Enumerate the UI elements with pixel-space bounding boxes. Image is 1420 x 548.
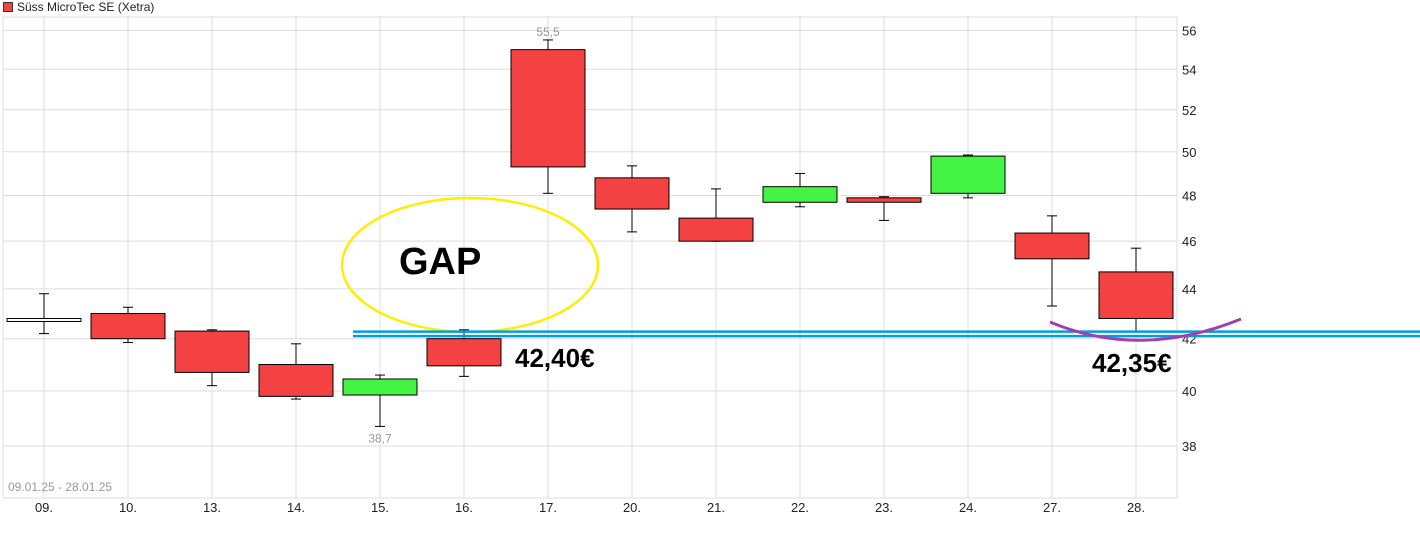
candle-body [1014,232,1090,260]
candle-body [342,378,418,396]
x-tick-label: 27. [1043,500,1061,515]
y-tick-label: 54 [1182,62,1196,77]
x-tick-label: 21. [707,500,725,515]
gap-annotation: GAP [399,241,481,283]
plot-frame [2,16,1178,499]
low-label: 38,7 [368,431,392,445]
candle-body [1098,271,1174,319]
high-label: 55,5 [536,25,560,39]
candle-body [258,364,334,397]
y-tick-label: 48 [1182,189,1196,204]
x-tick-label: 23. [875,500,893,515]
candle-body [90,312,166,340]
y-tick-label: 50 [1182,145,1196,160]
candle-body [930,155,1006,194]
legend: Süss MicroTec SE (Xetra) [3,0,154,14]
y-tick-label: 46 [1182,234,1196,249]
x-tick-label: 15. [371,500,389,515]
x-tick-label: 10. [119,500,137,515]
x-tick-label: 16. [455,500,473,515]
x-tick-label: 17. [539,500,557,515]
candle-body [174,330,250,373]
annotations-front [353,317,1420,342]
legend-swatch [3,2,13,12]
x-tick-label: 20. [623,500,641,515]
x-tick-label: 09. [35,500,53,515]
candle-body [510,49,586,168]
x-tick-label: 14. [287,500,305,515]
x-tick-label: 13. [203,500,221,515]
candles [6,39,1174,427]
candle-body [762,186,838,203]
x-tick-label: 22. [791,500,809,515]
price-label-right: 42,35€ [1092,348,1172,378]
candle-body [594,177,670,210]
x-tick-label: 28. [1127,500,1145,515]
candle-body [846,197,922,203]
x-tick-label: 24. [959,500,977,515]
candle-body [678,217,754,242]
candle-body [426,338,502,367]
y-tick-label: 44 [1182,282,1196,297]
bottom-arc [1049,317,1242,342]
y-tick-label: 40 [1182,384,1196,399]
date-range-label: 09.01.25 - 28.01.25 [8,480,112,494]
y-tick-label: 52 [1182,103,1196,118]
candle-body [6,317,82,322]
y-tick-label: 38 [1182,439,1196,454]
y-tick-label: 56 [1182,23,1196,38]
price-label-left: 42,40€ [515,343,595,373]
legend-label: Süss MicroTec SE (Xetra) [17,0,155,14]
